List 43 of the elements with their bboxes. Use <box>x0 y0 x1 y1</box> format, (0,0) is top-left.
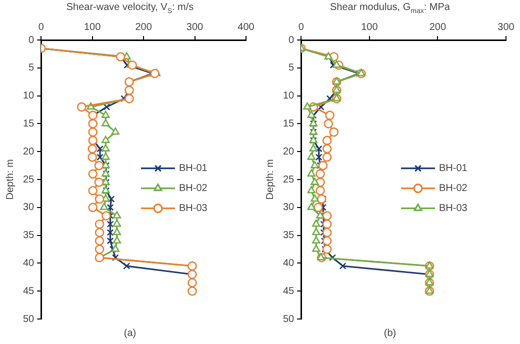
legend-label: BH-02 <box>439 183 468 194</box>
y-axis-title: Depth: m <box>264 159 276 200</box>
y-tick-label: 0 <box>28 34 35 46</box>
y-tick-label: 50 <box>283 314 295 325</box>
y-tick-label: 45 <box>23 286 35 297</box>
y-tick-label: 35 <box>23 230 35 242</box>
y-tick-label: 15 <box>23 118 35 130</box>
text: (b) <box>382 328 398 341</box>
y-tick-label: 20 <box>283 146 295 158</box>
y-tick-label: 45 <box>283 286 295 297</box>
x-axis-title: Shear modulus, G$_{max}$: MPa <box>329 1 451 16</box>
legend-label: BH-01 <box>179 163 208 174</box>
legend-label: BH-03 <box>439 203 468 214</box>
x-tick-label: 100 <box>84 22 102 33</box>
x-tick-label: 200 <box>135 22 152 33</box>
y-tick-label: 40 <box>283 258 295 269</box>
y-tick-label: 5 <box>288 62 295 74</box>
legend-label: BH-03 <box>179 203 208 214</box>
x-tick-label: 0 <box>38 22 44 33</box>
x-tick-label: 0 <box>298 22 304 33</box>
y-tick-label: 15 <box>283 118 295 130</box>
y-axis-title: Depth: m <box>4 159 16 200</box>
text: (a) <box>122 328 138 341</box>
y-tick-label: 30 <box>283 202 295 214</box>
y-tick-label: 30 <box>23 202 35 214</box>
y-tick-label: 25 <box>23 174 35 186</box>
y-tick-label: 0 <box>288 34 295 46</box>
x-tick-label: 300 <box>498 22 515 33</box>
y-tick-label: 25 <box>283 174 295 186</box>
x-tick-label: 300 <box>186 22 204 33</box>
x-tick-label: 200 <box>429 22 446 33</box>
x-tick-label: 400 <box>238 22 255 33</box>
legend-label: BH-02 <box>179 183 208 194</box>
y-tick-label: 20 <box>23 146 35 158</box>
y-tick-label: 10 <box>283 90 295 102</box>
y-tick-label: 40 <box>23 258 35 269</box>
legend-label: BH-01 <box>439 163 468 174</box>
x-axis-title: Shear-wave velocity, V$_{S}$: m/s <box>65 1 195 16</box>
y-tick-label: 10 <box>23 90 35 102</box>
y-tick-label: 5 <box>28 62 35 74</box>
y-tick-label: 50 <box>23 314 35 325</box>
x-tick-label: 100 <box>361 22 378 33</box>
y-tick-label: 35 <box>283 230 295 242</box>
